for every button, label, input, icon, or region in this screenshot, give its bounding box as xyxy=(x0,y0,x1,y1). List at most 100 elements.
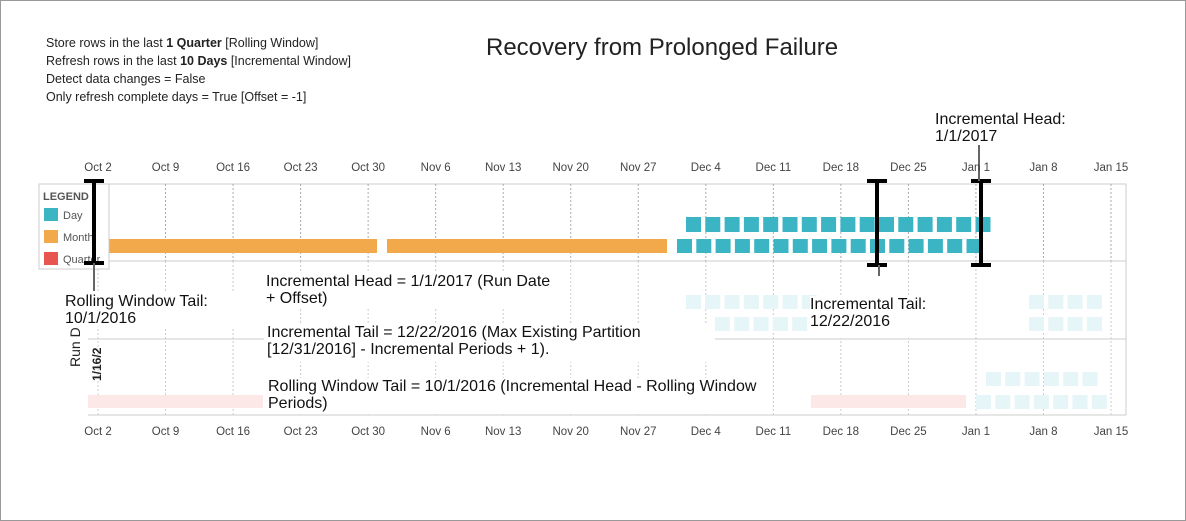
legend-title: LEGEND xyxy=(43,191,89,203)
day-faded xyxy=(1082,372,1098,386)
day-partition xyxy=(773,239,789,253)
x-tick-label: Nov 20 xyxy=(553,162,589,174)
day-faded xyxy=(686,295,701,309)
setting-text: [Incremental Window] xyxy=(227,54,352,68)
x-tick-label: Dec 25 xyxy=(890,162,926,174)
day-partition xyxy=(743,217,759,232)
day-partition xyxy=(947,239,963,253)
x-tick-label: Jan 1 xyxy=(962,162,990,174)
x-tick-label: Oct 16 xyxy=(216,162,250,174)
setting-text: Store rows in the last xyxy=(46,36,167,50)
day-faded xyxy=(1072,395,1088,409)
legend-item: Day xyxy=(63,210,83,222)
x-tick-label: Jan 15 xyxy=(1094,426,1129,438)
day-partition xyxy=(879,217,894,232)
legend-swatch xyxy=(44,230,58,243)
legend-swatch xyxy=(44,208,58,221)
setting-bold: 1 Quarter xyxy=(166,36,222,50)
quarter-faded xyxy=(88,395,263,408)
day-partition xyxy=(859,217,875,232)
day-partition xyxy=(908,239,924,253)
day-faded xyxy=(1029,317,1044,331)
day-partition xyxy=(889,239,905,253)
month-partition xyxy=(387,239,667,253)
setting: Only refresh complete days = True [Offse… xyxy=(46,90,307,104)
day-faded xyxy=(1053,395,1069,409)
x-tick-label: Dec 18 xyxy=(823,426,859,438)
setting-text: [Rolling Window] xyxy=(221,36,319,50)
day-faded xyxy=(792,317,808,331)
quarter-faded xyxy=(811,395,966,408)
x-tick-label: Dec 4 xyxy=(691,162,722,174)
x-tick-label: Dec 25 xyxy=(890,426,926,438)
day-partition xyxy=(696,239,712,253)
day-faded xyxy=(743,295,759,309)
day-partition xyxy=(782,217,798,232)
x-tick-label: Nov 13 xyxy=(485,426,521,438)
x-tick-label: Nov 27 xyxy=(620,162,656,174)
x-tick-label: Oct 23 xyxy=(284,426,318,438)
day-partition xyxy=(898,217,914,232)
day-partition xyxy=(715,239,731,253)
x-tick-label: Jan 8 xyxy=(1029,162,1057,174)
day-faded xyxy=(734,317,750,331)
setting: Store rows in the last 1 Quarter [Rollin… xyxy=(46,36,318,50)
legend-swatch xyxy=(44,252,58,265)
x-tick-label: Dec 11 xyxy=(756,162,792,174)
day-faded xyxy=(1014,395,1030,409)
x-tick-label: Oct 30 xyxy=(351,162,385,174)
x-tick-label: Nov 13 xyxy=(485,162,521,174)
x-tick-label: Nov 27 xyxy=(620,426,656,438)
day-faded xyxy=(1005,372,1021,386)
day-faded xyxy=(1063,372,1079,386)
day-partition xyxy=(686,217,701,232)
day-partition xyxy=(705,217,721,232)
day-faded xyxy=(715,317,730,331)
x-tick-label: Oct 16 xyxy=(216,426,250,438)
day-partition xyxy=(792,239,808,253)
x-tick-label: Jan 1 xyxy=(962,426,990,438)
day-faded xyxy=(772,317,788,331)
setting-text: Refresh rows in the last xyxy=(46,54,181,68)
x-tick-label: Oct 30 xyxy=(351,426,385,438)
x-tick-label: Nov 6 xyxy=(421,426,451,438)
day-faded xyxy=(1048,317,1064,331)
x-tick-label: Oct 2 xyxy=(84,426,111,438)
legend-item: Month xyxy=(63,232,94,244)
day-faded xyxy=(1029,295,1044,309)
note: Incremental Tail = 12/22/2016 (Max Exist… xyxy=(264,324,715,362)
day-faded xyxy=(705,295,721,309)
x-tick-label: Oct 2 xyxy=(84,162,111,174)
day-partition xyxy=(917,217,933,232)
callout: Incremental Head: 1/1/2017 xyxy=(935,111,1085,145)
day-partition xyxy=(754,239,770,253)
day-partition xyxy=(801,217,817,232)
x-tick-label: Oct 9 xyxy=(152,426,179,438)
setting: Detect data changes = False xyxy=(46,72,206,86)
day-partition xyxy=(956,217,972,232)
day-faded xyxy=(976,395,991,409)
day-faded xyxy=(1067,295,1083,309)
day-faded xyxy=(1024,372,1040,386)
day-faded xyxy=(1033,395,1049,409)
note: Incremental Head = 1/1/2017 (Run Date + … xyxy=(263,273,559,307)
day-partition xyxy=(734,239,750,253)
x-tick-label: Oct 23 xyxy=(284,162,318,174)
day-faded xyxy=(753,317,769,331)
note: Rolling Window Tail = 10/1/2016 (Increme… xyxy=(265,378,761,414)
setting-bold: 10 Days xyxy=(180,54,228,68)
day-partition xyxy=(966,239,982,253)
day-partition xyxy=(812,239,828,253)
day-partition xyxy=(677,239,692,253)
month-partition xyxy=(106,239,377,253)
day-faded xyxy=(782,295,798,309)
x-tick-label: Nov 20 xyxy=(553,426,589,438)
callout: Incremental Tail: 12/22/2016 xyxy=(810,296,960,338)
day-faded xyxy=(1048,295,1064,309)
day-faded xyxy=(763,295,779,309)
day-partition xyxy=(840,217,856,232)
day-partition xyxy=(927,239,943,253)
day-partition xyxy=(724,217,740,232)
x-tick-label: Dec 4 xyxy=(691,426,722,438)
